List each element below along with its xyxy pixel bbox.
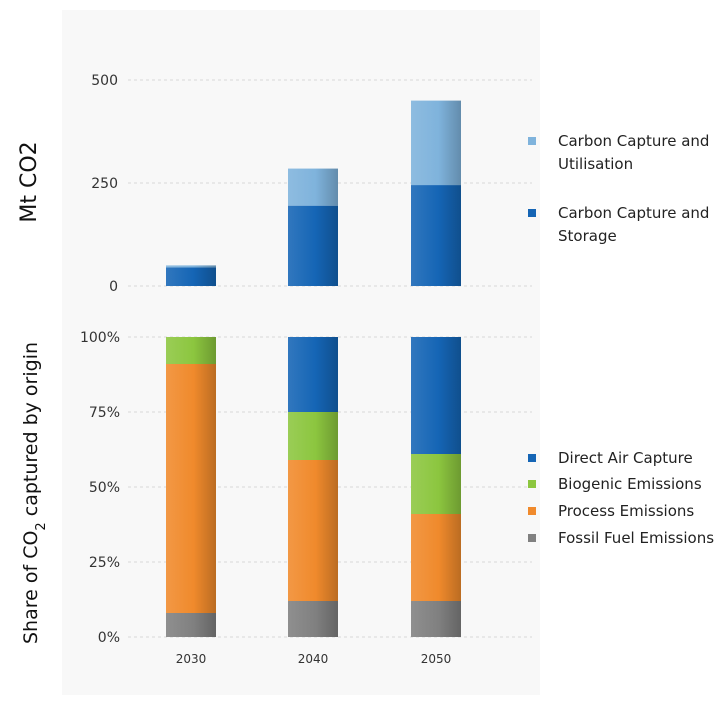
legend-label: Fossil Fuel Emissions [558, 529, 714, 547]
y-tick-label: 100% [80, 330, 120, 346]
top-chart-capture-volume: Mt CO2 0 250 500 Carbon Capture and Utilisa… [17, 73, 709, 295]
bar-direct-air-capture-2050 [411, 337, 461, 454]
bar-carbon-capture-and-utilisation-2040 [288, 168, 338, 206]
x-tick-label: 2030 [176, 652, 207, 666]
legend-swatch [528, 480, 536, 488]
y-tick-label: 0% [98, 630, 120, 646]
bar-carbon-capture-and-utilisation-2050 [411, 100, 461, 186]
legend-swatch [528, 209, 536, 217]
bar-direct-air-capture-2040 [288, 337, 338, 412]
legend-label: Biogenic Emissions [558, 475, 702, 493]
bar-fossil-fuel-emissions-2050 [411, 601, 461, 637]
bar-biogenic-emissions-2030 [166, 337, 216, 364]
legend-label: Carbon Capture and [558, 132, 709, 150]
bar-process-emissions-2050 [411, 514, 461, 601]
legend-label: Carbon Capture and [558, 204, 709, 222]
bar-carbon-capture-and-storage-2040 [288, 205, 338, 286]
y-tick-label: 0 [109, 279, 118, 295]
bar-process-emissions-2030 [166, 364, 216, 613]
bar-biogenic-emissions-2050 [411, 454, 461, 514]
bar-carbon-capture-and-storage-2050 [411, 185, 461, 286]
legend-swatch [528, 534, 536, 542]
legend-swatch [528, 137, 536, 145]
bar-fossil-fuel-emissions-2040 [288, 601, 338, 637]
legend-label: Direct Air Capture [558, 449, 693, 467]
bottom-y-axis-label: Share of CO2 captured by origin [20, 342, 49, 644]
y-tick-label: 25% [89, 555, 120, 571]
x-tick-label: 2040 [298, 652, 329, 666]
y-tick-label: 75% [89, 405, 120, 421]
x-tick-label: 2050 [421, 652, 452, 666]
y-tick-label: 250 [91, 176, 118, 192]
top-y-axis-label: Mt CO2 [17, 141, 42, 222]
bar-carbon-capture-and-storage-2030 [166, 267, 216, 286]
legend-label: Storage [558, 227, 617, 245]
bar-process-emissions-2040 [288, 460, 338, 601]
y-tick-label: 500 [91, 73, 118, 89]
legend-swatch [528, 507, 536, 515]
y-tick-label: 50% [89, 480, 120, 496]
legend-swatch [528, 454, 536, 462]
bar-carbon-capture-and-utilisation-2030 [166, 265, 216, 268]
bar-fossil-fuel-emissions-2030 [166, 613, 216, 637]
bar-biogenic-emissions-2040 [288, 412, 338, 460]
legend-label: Utilisation [558, 155, 633, 173]
legend-label: Process Emissions [558, 502, 694, 520]
bottom-chart-share-by-origin: Share of CO2 captured by origin 0% 25% 50%… [20, 330, 714, 666]
